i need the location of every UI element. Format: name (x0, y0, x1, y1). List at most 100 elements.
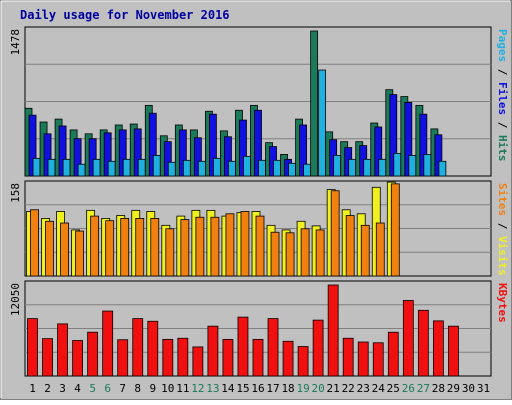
bar-files-day-15 (239, 119, 247, 177)
x-tick-label-13: 13 (206, 382, 219, 395)
series-axis-label-part: Files (496, 82, 509, 115)
bar-kbytes-day-19 (297, 346, 309, 377)
x-tick-label-9: 9 (149, 382, 156, 395)
bar-kbytes-day-9 (147, 320, 159, 377)
bar-kbytes-day-28 (432, 320, 444, 377)
bar-sites-day-25 (390, 183, 400, 277)
series-axis-label-part: Sites (496, 183, 509, 216)
bar-sites-day-4 (75, 230, 85, 277)
series-axis-label-part: Pages (496, 29, 509, 62)
x-tick-label-18: 18 (281, 382, 294, 395)
bar-kbytes-day-17 (267, 318, 279, 377)
bar-sites-day-12 (195, 216, 205, 277)
bar-files-day-28 (434, 134, 443, 177)
bar-kbytes-day-22 (342, 337, 354, 377)
bar-pages-day-13 (213, 157, 221, 177)
bar-kbytes-day-5 (87, 331, 99, 377)
series-axis-label-part: / (496, 216, 509, 236)
bar-files-day-19 (299, 124, 307, 177)
x-tick-label-27: 27 (417, 382, 430, 395)
x-tick-label-17: 17 (266, 382, 279, 395)
x-tick-label-20: 20 (312, 382, 325, 395)
bar-files-day-8 (133, 128, 142, 177)
series-axis-label: Pages / Files / Hits (496, 29, 509, 162)
x-tick-label-31: 31 (477, 382, 490, 395)
y-max-label: 12050 (9, 283, 22, 316)
bar-pages-day-22 (348, 158, 357, 177)
bar-pages-day-8 (137, 158, 146, 177)
bar-pages-day-1 (32, 157, 41, 177)
bar-pages-day-21 (333, 154, 342, 177)
bar-pages-day-27 (423, 154, 432, 177)
bar-files-day-11 (178, 129, 187, 177)
x-tick-label-26: 26 (402, 382, 415, 395)
bar-kbytes-day-4 (72, 340, 84, 377)
bar-sites-day-17 (270, 231, 280, 277)
x-tick-label-10: 10 (161, 382, 174, 395)
bar-sites-day-18 (285, 232, 295, 277)
bar-kbytes-day-11 (177, 337, 189, 377)
bar-pages-day-7 (122, 158, 131, 177)
bar-files-day-7 (118, 129, 127, 177)
bar-pages-day-15 (243, 155, 251, 177)
bar-files-day-24 (374, 126, 383, 177)
x-tick-label-23: 23 (357, 382, 370, 395)
x-tick-label-8: 8 (134, 382, 141, 395)
bar-files-day-9 (148, 112, 157, 177)
series-axis-label-part: / (496, 62, 509, 82)
x-tick-label-14: 14 (221, 382, 235, 395)
bar-pages-day-4 (77, 163, 86, 177)
bar-kbytes-day-8 (132, 318, 144, 377)
series-axis-label-part: Visits (496, 236, 509, 276)
bar-sites-day-21 (330, 190, 340, 277)
bar-pages-day-3 (62, 158, 71, 177)
x-tick-label-28: 28 (432, 382, 445, 395)
bar-files-day-13 (209, 113, 217, 177)
series-axis-label-part: KBytes (496, 283, 509, 323)
y-max-label: 1478 (9, 29, 22, 56)
bar-sites-day-16 (255, 215, 265, 277)
bar-kbytes-day-27 (417, 309, 429, 377)
bar-files-day-14 (224, 136, 232, 177)
bar-pages-day-14 (228, 160, 236, 177)
bar-kbytes-day-18 (282, 340, 294, 377)
bar-files-day-10 (163, 141, 172, 177)
x-tick-label-2: 2 (44, 382, 51, 395)
bar-sites-day-13 (210, 216, 220, 277)
bar-pages-day-16 (258, 159, 266, 177)
bar-sites-day-3 (60, 222, 69, 277)
series-axis-label-part: / (496, 115, 509, 135)
bar-sites-day-14 (225, 213, 235, 277)
bar-kbytes-day-13 (207, 325, 219, 377)
bar-pages-day-24 (378, 158, 387, 177)
x-tick-label-1: 1 (29, 382, 36, 395)
bar-pages-day-9 (152, 154, 161, 177)
bar-kbytes-day-14 (222, 338, 234, 377)
bar-files-day-25 (389, 94, 398, 177)
x-tick-label-5: 5 (89, 382, 96, 395)
bar-sites-day-19 (300, 228, 310, 277)
bar-sites-day-15 (240, 211, 250, 277)
bar-kbytes-day-23 (357, 341, 369, 377)
series-axis-label: KBytes (496, 283, 509, 323)
x-tick-label-19: 19 (296, 382, 309, 395)
bar-sites-day-1 (30, 209, 39, 277)
bar-pages-day-23 (363, 158, 372, 177)
bar-files-day-5 (88, 138, 97, 177)
bar-sites-day-8 (135, 218, 145, 277)
chart-title: Daily usage for November 2016 (20, 8, 230, 22)
x-tick-label-6: 6 (104, 382, 111, 395)
bar-kbytes-day-3 (57, 323, 68, 377)
bar-files-day-1 (28, 114, 37, 177)
bar-kbytes-day-24 (372, 342, 384, 377)
bar-kbytes-day-29 (448, 325, 459, 377)
x-tick-label-22: 22 (342, 382, 355, 395)
series-axis-label-part: Hits (496, 135, 509, 162)
bar-pages-day-2 (47, 158, 56, 177)
bar-files-day-3 (58, 125, 67, 177)
series-axis-label: Sites / Visits (496, 183, 509, 276)
bar-kbytes-day-26 (402, 300, 414, 377)
bar-pages-day-18 (288, 162, 296, 177)
bar-kbytes-day-20 (312, 319, 324, 377)
